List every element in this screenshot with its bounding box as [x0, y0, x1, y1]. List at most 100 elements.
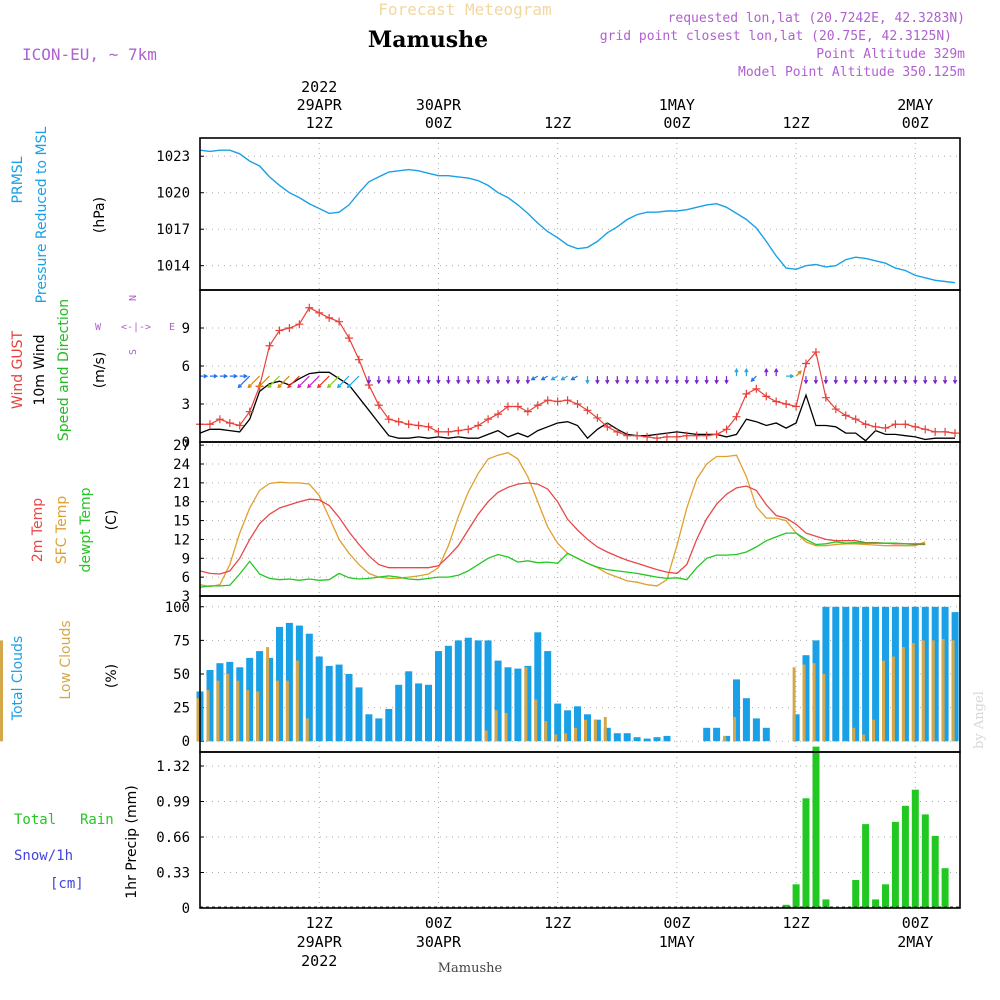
footer-title: Mamushe [438, 961, 503, 976]
total-cloud-bar [623, 733, 631, 742]
total-cloud-bar [633, 737, 641, 742]
wind-direction-arrow [466, 376, 471, 385]
low-cloud-bar [226, 674, 230, 742]
total-cloud-bar [901, 606, 909, 742]
total-cloud-bar [365, 714, 373, 742]
rain-bar [782, 904, 790, 908]
wind-direction-arrow [515, 376, 521, 385]
rain-bar [901, 805, 909, 908]
low-cloud-bar [593, 719, 597, 742]
gust-marker [702, 431, 711, 440]
y-tick-label: 1014 [156, 259, 190, 275]
total-cloud-bar [842, 606, 850, 742]
total-cloud-bar [802, 655, 810, 742]
gust-marker [871, 422, 880, 431]
model-label: ICON-EU, ~ 7km [22, 45, 157, 64]
y-tick-label: 6 [182, 359, 190, 375]
wind-direction-arrow [475, 376, 481, 385]
gust-marker [722, 425, 731, 434]
wind-direction-arrow [446, 376, 451, 385]
total-cloud-bar [435, 651, 442, 742]
wind-label-direction: Speed and Direction [56, 299, 72, 441]
y-tick-label: 0 [182, 734, 190, 750]
y-tick-label: 9 [182, 321, 190, 337]
total-cloud-bar [514, 668, 522, 742]
y-tick-label: 27 [173, 438, 190, 454]
bottom-time-hour: 12Z [544, 914, 571, 932]
low-cloud-bar [921, 640, 925, 742]
low-cloud-bar [574, 727, 577, 742]
wind-direction-arrow [585, 376, 590, 385]
precip-label-snow: Snow/1h [14, 848, 73, 864]
gust-marker [732, 412, 741, 421]
low-cloud-bar [305, 718, 309, 742]
wind-direction-arrow [570, 375, 578, 381]
total-cloud-bar [593, 719, 601, 742]
total-cloud-bar [742, 698, 750, 742]
wind-direction-arrow [932, 376, 938, 385]
total-cloud-bar [921, 606, 929, 742]
total-cloud-bar [554, 703, 562, 742]
panel-frame [199, 441, 961, 597]
total-cloud-bar [474, 640, 482, 742]
total-cloud-bar [345, 674, 353, 742]
gust-marker [533, 401, 542, 410]
wind-direction-arrow [803, 376, 809, 385]
wind-direction-arrow [773, 367, 779, 377]
wind-direction-arrow [376, 376, 382, 385]
gust-marker [374, 401, 383, 410]
wind-direction-arrow [615, 376, 620, 385]
total-cloud-bar [444, 645, 452, 742]
low-cloud-bar [534, 699, 538, 742]
total-cloud-bar [305, 633, 313, 742]
low-cloud-bar [196, 698, 200, 742]
wind-direction-arrow [436, 376, 441, 385]
panel-frame [199, 751, 961, 909]
gust-marker [285, 324, 294, 332]
gust-marker [831, 405, 840, 414]
rain-bar [941, 868, 949, 908]
total-cloud-bar [454, 640, 462, 742]
total-cloud-bar [941, 606, 949, 742]
low-cloud-bar [554, 734, 558, 742]
total-cloud-bar [325, 665, 333, 742]
gust-marker [692, 431, 701, 440]
gust-marker [543, 396, 552, 405]
gust-marker [434, 427, 443, 436]
pressure-label-prmsl: PRMSL [10, 156, 26, 203]
wind-direction-arrow [684, 376, 690, 385]
wind-direction-arrow [505, 376, 511, 385]
total-cloud-bar [206, 670, 214, 742]
rain-bar [862, 824, 870, 908]
y-tick-label: 1020 [156, 186, 190, 202]
gust-marker [633, 431, 642, 440]
gust-marker [494, 410, 503, 419]
y-tick-label: 6 [182, 570, 190, 586]
top-time-hour: 12Z [306, 114, 333, 132]
gust-marker [851, 415, 860, 424]
temp-label-sfc: SFC Temp [54, 496, 70, 565]
gust-marker [513, 402, 522, 411]
total-cloud-bar [574, 706, 581, 742]
wind-direction-arrow [200, 373, 209, 379]
low-cloud-bar [246, 690, 250, 742]
rain-bar [882, 884, 889, 908]
top-time-hour: 00Z [663, 114, 690, 132]
model-altitude: Model Point Altitude 350.125m [738, 65, 965, 80]
clouds-label-low: Low Clouds [58, 620, 74, 699]
rain-bar [822, 899, 830, 908]
wind-direction-arrow [456, 376, 461, 385]
clouds-label-total: Total Clouds [10, 636, 26, 721]
gust-marker [762, 392, 771, 401]
low-cloud-bar [792, 667, 796, 742]
low-cloud-bar [812, 663, 816, 742]
gust-marker [335, 317, 344, 326]
top-time-date: 30APR [416, 96, 462, 114]
point-altitude: Point Altitude 329m [816, 47, 965, 62]
total-cloud-bar [653, 737, 661, 742]
wind-direction-arrow [209, 373, 219, 379]
pressure-line [199, 149, 956, 284]
wind-direction-arrow [495, 376, 501, 385]
y-tick-label: 0.99 [156, 794, 190, 810]
gust-marker [414, 421, 423, 430]
